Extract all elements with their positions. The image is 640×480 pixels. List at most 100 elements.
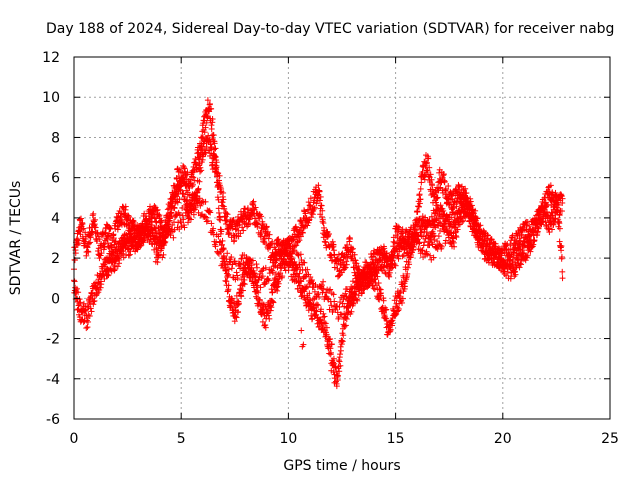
data-point xyxy=(114,226,121,233)
data-point xyxy=(313,301,320,308)
data-point xyxy=(266,315,273,322)
x-tick-label: 25 xyxy=(601,431,619,447)
data-point xyxy=(75,237,82,244)
data-point xyxy=(106,224,113,231)
data-point xyxy=(80,225,87,232)
data-point xyxy=(164,206,171,213)
y-axis-label: SDTVAR / TECUs xyxy=(8,181,24,296)
x-tick-label: 0 xyxy=(70,431,79,447)
data-point xyxy=(250,198,257,205)
data-point xyxy=(239,224,246,231)
data-points xyxy=(71,97,566,390)
data-point xyxy=(339,338,346,345)
data-point xyxy=(87,239,94,246)
data-point xyxy=(94,229,101,236)
data-point xyxy=(559,275,566,282)
data-point xyxy=(75,240,82,247)
data-point xyxy=(130,218,137,225)
data-point xyxy=(244,205,251,212)
data-point xyxy=(225,225,232,232)
data-point xyxy=(417,185,424,192)
y-tick-label: 4 xyxy=(51,211,60,227)
data-point xyxy=(253,261,260,268)
data-point xyxy=(220,189,227,196)
data-point xyxy=(114,263,121,270)
data-point xyxy=(337,347,344,354)
y-tick-label: -2 xyxy=(46,332,60,348)
data-point xyxy=(228,265,235,272)
data-point xyxy=(74,236,81,243)
y-tick-label: 2 xyxy=(51,251,60,267)
data-point xyxy=(78,226,85,233)
data-point xyxy=(192,192,199,199)
data-point xyxy=(232,226,239,233)
data-point xyxy=(85,248,92,255)
x-tick-label: 20 xyxy=(494,431,512,447)
data-point xyxy=(84,248,91,255)
data-point xyxy=(559,268,566,275)
data-point xyxy=(217,217,224,224)
data-point xyxy=(110,235,117,242)
y-tick-label: -4 xyxy=(46,372,60,388)
data-point xyxy=(223,210,230,217)
data-point xyxy=(217,189,224,196)
data-point xyxy=(337,351,344,358)
data-point xyxy=(237,230,244,237)
data-point xyxy=(85,318,92,325)
data-point xyxy=(106,226,113,233)
data-point xyxy=(219,199,226,206)
data-point xyxy=(321,313,328,320)
data-point xyxy=(83,325,90,332)
data-point xyxy=(556,220,563,227)
data-point xyxy=(224,211,231,218)
data-point xyxy=(184,196,191,203)
data-point xyxy=(72,290,79,297)
data-point xyxy=(84,324,91,331)
y-tick-label: 0 xyxy=(51,291,60,307)
x-tick-label: 5 xyxy=(177,431,186,447)
data-point xyxy=(195,185,202,192)
data-point xyxy=(185,219,192,226)
data-point xyxy=(92,216,99,223)
data-point xyxy=(247,220,254,227)
data-point xyxy=(89,212,96,219)
data-point xyxy=(92,224,99,231)
data-point xyxy=(233,269,240,276)
y-tick-label: -6 xyxy=(46,412,60,428)
data-point xyxy=(221,205,228,212)
data-point xyxy=(71,278,78,285)
data-point xyxy=(254,264,261,271)
data-point xyxy=(254,221,261,228)
data-point xyxy=(196,178,203,185)
data-point xyxy=(96,236,103,243)
x-axis-label: GPS time / hours xyxy=(283,458,400,474)
data-point xyxy=(416,191,423,198)
data-point xyxy=(226,230,233,237)
data-point xyxy=(335,357,342,364)
data-point xyxy=(122,203,129,210)
data-point xyxy=(98,250,105,257)
data-point xyxy=(549,226,556,233)
data-point xyxy=(230,216,237,223)
data-point xyxy=(90,210,97,217)
data-point xyxy=(126,251,133,258)
data-point xyxy=(258,213,265,220)
data-point xyxy=(234,222,241,229)
data-point xyxy=(214,249,221,256)
data-point xyxy=(235,233,242,240)
data-point xyxy=(298,327,305,334)
data-point xyxy=(240,227,247,234)
data-point xyxy=(94,247,101,254)
data-point xyxy=(223,221,230,228)
data-point xyxy=(386,269,393,276)
y-tick-label: 10 xyxy=(42,90,60,106)
data-point xyxy=(455,183,462,190)
data-point xyxy=(125,212,132,219)
x-tick-label: 15 xyxy=(387,431,405,447)
data-point xyxy=(198,167,205,174)
data-point xyxy=(252,204,259,211)
data-point xyxy=(125,213,132,220)
data-point xyxy=(212,145,219,152)
data-point xyxy=(96,255,103,262)
